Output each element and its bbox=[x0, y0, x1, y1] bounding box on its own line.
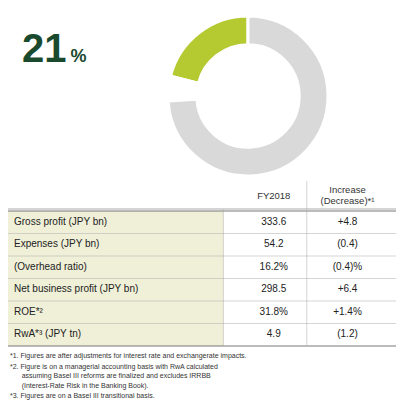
title: 21 bbox=[22, 26, 67, 70]
row-background bbox=[8, 234, 223, 257]
table-cell: 333.6 bbox=[261, 216, 286, 227]
row-background bbox=[8, 211, 223, 234]
row-label: Gross profit (JPY bn) bbox=[14, 216, 107, 227]
table-header: FY2018 bbox=[257, 190, 290, 201]
table-cell: +1.4% bbox=[333, 306, 362, 317]
donut bbox=[168, 16, 328, 176]
rule bbox=[8, 346, 396, 347]
rule bbox=[8, 256, 396, 257]
table-cell: 54.2 bbox=[264, 238, 284, 249]
row-label: Net business profit (JPY bn) bbox=[14, 283, 138, 294]
row-label: (Overhead ratio) bbox=[14, 261, 87, 272]
footnote: *1. Figures are after adjustments for in… bbox=[10, 352, 247, 360]
table: FY2018 Increase(Decrease)*¹ Gross profit (… bbox=[8, 181, 396, 346]
rule bbox=[8, 233, 396, 234]
table-cell: 298.5 bbox=[261, 283, 286, 294]
table-cell: 4.9 bbox=[267, 328, 281, 339]
annotation: % bbox=[71, 46, 87, 66]
rule bbox=[8, 209, 396, 210]
footnote: *3. Figures are on a Basel III transitio… bbox=[10, 392, 155, 400]
donut-slice bbox=[168, 76, 198, 101]
footnote: *2. Figure is on a managerial accounting… bbox=[10, 363, 218, 390]
rule bbox=[306, 181, 307, 346]
row-background bbox=[8, 279, 223, 302]
background bbox=[0, 0, 404, 420]
rule bbox=[8, 323, 396, 324]
rule bbox=[8, 301, 396, 302]
donut-slice bbox=[171, 16, 248, 83]
row-label: RwA*³ (JPY tn) bbox=[14, 328, 81, 339]
row-background bbox=[8, 256, 223, 279]
table-cell: +6.4 bbox=[338, 283, 358, 294]
table-header: Increase(Decrease)*¹ bbox=[321, 184, 375, 206]
table-cell: 31.8% bbox=[260, 306, 288, 317]
chart: 21% FY2018 Increase(Decrease)*¹ Gross profi… bbox=[0, 0, 404, 420]
table-cell: (1.2) bbox=[337, 328, 358, 339]
table-cell: (0.4) bbox=[337, 238, 358, 249]
rule bbox=[8, 278, 396, 279]
table-cell: 16.2% bbox=[260, 261, 288, 272]
rule bbox=[8, 211, 396, 212]
row-label: ROE*² bbox=[14, 306, 44, 317]
table-cell: (0.4)% bbox=[333, 261, 363, 272]
table-cell: +4.8 bbox=[338, 216, 358, 227]
donut-slice bbox=[168, 16, 328, 176]
row-label: Expenses (JPY bn) bbox=[14, 238, 99, 249]
row-background bbox=[8, 301, 223, 324]
rule bbox=[223, 209, 224, 346]
row-background bbox=[8, 324, 223, 347]
